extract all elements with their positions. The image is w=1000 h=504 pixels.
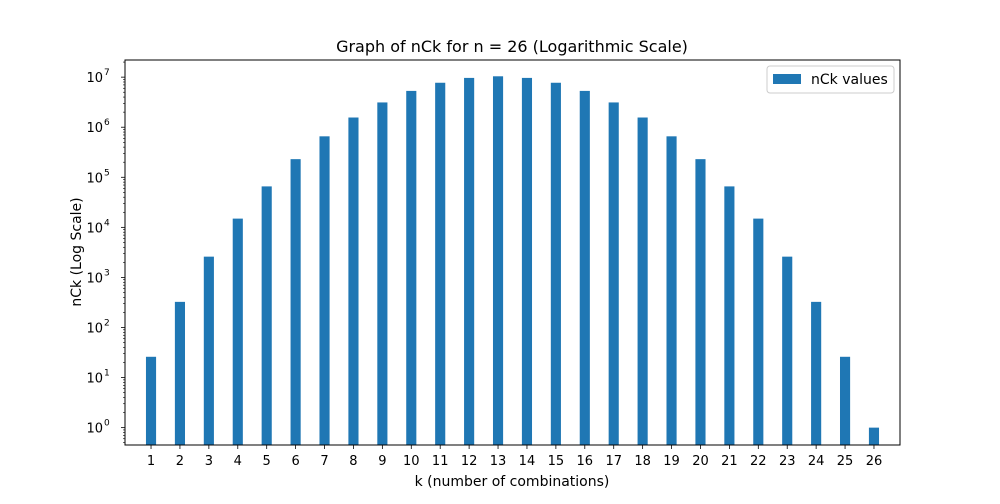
x-tick-label: 3 [205, 454, 213, 469]
bar [695, 159, 706, 445]
y-tick-label-exponent: 6 [104, 118, 110, 128]
y-tick-label-exponent: 3 [104, 268, 110, 278]
x-tick-label: 1 [147, 454, 155, 469]
bar [811, 301, 822, 445]
bar [839, 356, 851, 445]
y-tick-label: 10 [86, 372, 103, 387]
bar [782, 256, 793, 445]
bar [464, 77, 475, 446]
bar [261, 186, 272, 445]
bar [724, 186, 735, 445]
x-tick-label: 14 [519, 454, 536, 469]
bar [377, 102, 388, 446]
x-tick-label: 9 [378, 454, 386, 469]
y-tick-label-exponent: 7 [104, 68, 110, 78]
y-tick-label-exponent: 2 [104, 318, 110, 328]
y-tick-label: 10 [86, 321, 103, 336]
y-tick-label: 10 [86, 422, 103, 437]
y-tick-label: 10 [86, 221, 103, 236]
x-tick-label: 24 [808, 454, 825, 469]
bar [550, 82, 561, 446]
y-tick-label: 10 [86, 171, 103, 186]
bar [174, 301, 186, 445]
bar [579, 90, 590, 445]
bar [492, 76, 504, 445]
x-tick-label: 20 [692, 454, 709, 469]
chart-title: Graph of nCk for n = 26 (Logarithmic Sca… [336, 37, 688, 56]
legend: nCk values [766, 65, 895, 94]
x-tick-label: 8 [349, 454, 357, 469]
x-tick-label: 10 [403, 454, 420, 469]
y-tick-label: 10 [86, 121, 103, 136]
bar [406, 90, 417, 445]
x-tick-label: 26 [866, 454, 883, 469]
x-axis: 1 2 3 4 5 6 7 8 9 10 11 12 13 14 15 16 17 18 19 20 21 22 23 24 2… [147, 445, 882, 469]
bar [666, 136, 677, 445]
x-tick-label: 22 [750, 454, 767, 469]
bar [435, 82, 446, 446]
y-tick-label: 10 [86, 71, 103, 86]
bar [521, 77, 533, 446]
y-tick-label-exponent: 0 [104, 419, 110, 429]
bar [319, 136, 330, 445]
plot-area [145, 76, 880, 446]
x-tick-label: 13 [490, 454, 507, 469]
y-tick-label-exponent: 5 [104, 168, 110, 178]
legend-label: nCk values [811, 72, 888, 88]
bar [608, 102, 619, 446]
x-tick-label: 4 [234, 454, 242, 469]
bar [203, 256, 214, 445]
x-tick-label: 11 [432, 454, 449, 469]
bar [290, 159, 301, 445]
x-tick-label: 12 [461, 454, 478, 469]
bar [348, 117, 359, 445]
bar [232, 218, 243, 445]
y-tick-label-exponent: 1 [104, 369, 110, 379]
x-axis-label: k (number of combinations) [415, 474, 610, 490]
bar [868, 427, 880, 445]
x-tick-label: 19 [663, 454, 680, 469]
bar [753, 218, 764, 445]
x-tick-label: 25 [837, 454, 854, 469]
plot-frame [124, 59, 901, 446]
x-tick-label: 7 [320, 454, 328, 469]
y-axis-label: nCk (Log Scale) [69, 197, 85, 306]
x-tick-label: 18 [634, 454, 651, 469]
x-tick-label: 15 [548, 454, 565, 469]
y-tick-label-exponent: 4 [104, 218, 110, 228]
x-tick-label: 6 [291, 454, 299, 469]
bar [637, 117, 648, 445]
y-tick-label: 10 [86, 271, 103, 286]
x-tick-label: 23 [779, 454, 796, 469]
x-tick-label: 21 [721, 454, 738, 469]
x-tick-label: 16 [577, 454, 594, 469]
bar [145, 356, 157, 445]
x-tick-label: 2 [176, 454, 184, 469]
x-tick-label: 5 [263, 454, 271, 469]
x-tick-label: 17 [605, 454, 622, 469]
legend-box [766, 65, 895, 94]
legend-swatch [773, 74, 801, 84]
